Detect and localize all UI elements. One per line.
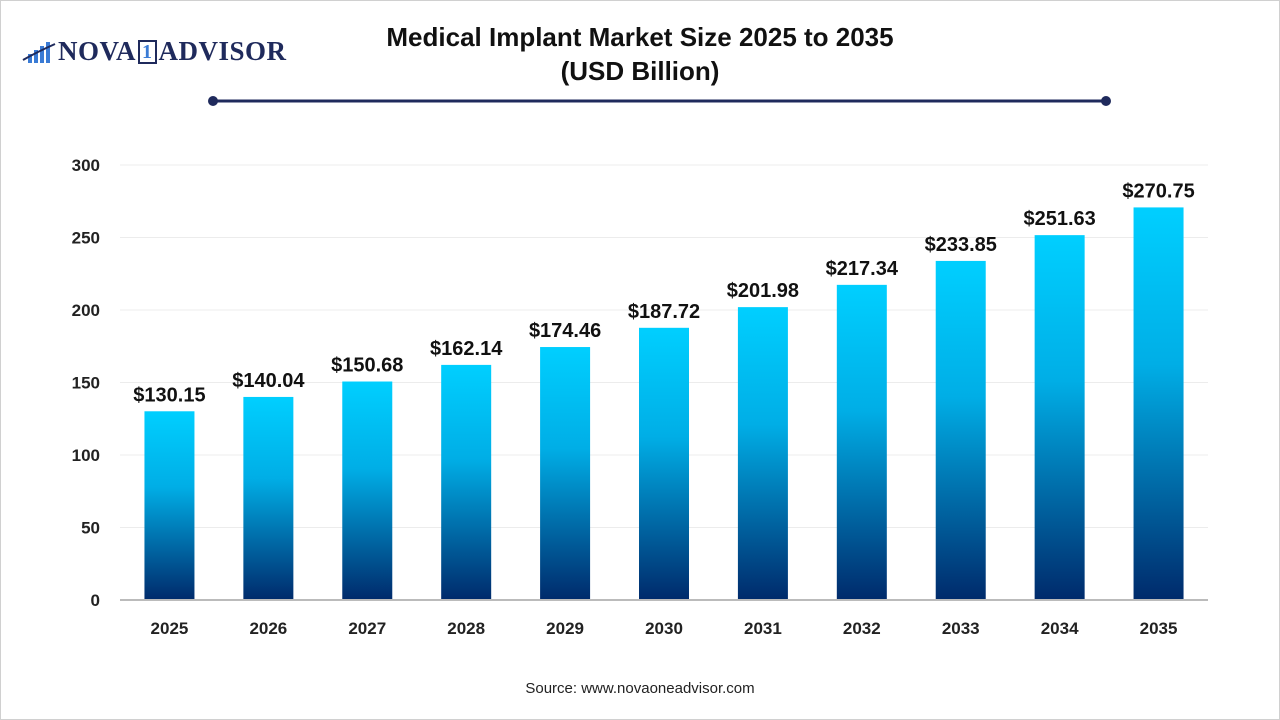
x-tick-label: 2035 <box>1140 619 1178 638</box>
y-tick-label: 250 <box>72 229 100 248</box>
bar-2027 <box>342 381 393 600</box>
logo: NOVA 1 ADVISOR <box>22 36 287 67</box>
x-tick-label: 2033 <box>942 619 980 638</box>
x-tick-label: 2026 <box>249 619 287 638</box>
data-label: $201.98 <box>727 280 799 302</box>
bar-2035 <box>1133 207 1184 600</box>
data-label: $130.15 <box>133 384 205 406</box>
y-tick-label: 200 <box>72 301 100 320</box>
data-label: $187.72 <box>628 301 700 323</box>
bar-2033 <box>935 260 986 600</box>
bar-2030 <box>639 327 689 600</box>
source-note: Source: www.novaoneadvisor.com <box>525 680 755 697</box>
bar-2026 <box>243 396 294 600</box>
data-label: $150.68 <box>331 355 403 377</box>
y-tick-label: 50 <box>81 519 100 538</box>
chart-title-block: Medical Implant Market Size 2025 to 2035… <box>340 20 940 88</box>
bar-2028 <box>441 364 492 600</box>
x-tick-label: 2027 <box>348 619 386 638</box>
data-label: $233.85 <box>925 234 997 256</box>
bar-2025 <box>144 411 195 600</box>
data-label: $217.34 <box>826 258 899 280</box>
y-tick-label: 300 <box>72 156 100 175</box>
data-label: $251.63 <box>1023 208 1095 230</box>
logo-text-nova: NOVA <box>58 36 137 66</box>
y-tick-label: 150 <box>72 374 100 393</box>
bar-2032 <box>836 284 887 600</box>
x-tick-label: 2030 <box>645 619 683 638</box>
logo-text-one: 1 <box>138 39 157 64</box>
x-tick-label: 2028 <box>447 619 485 638</box>
x-tick-label: 2034 <box>1041 619 1079 638</box>
bar-2029 <box>540 347 591 600</box>
data-label: $174.46 <box>529 320 601 342</box>
data-label: $140.04 <box>232 370 305 392</box>
x-tick-label: 2031 <box>744 619 782 638</box>
y-tick-label: 100 <box>72 446 100 465</box>
x-tick-label: 2025 <box>151 619 189 638</box>
bar-2034 <box>1034 235 1085 600</box>
chart-title: Medical Implant Market Size 2025 to 2035 <box>386 22 894 52</box>
logo-text-advisor: ADVISOR <box>158 36 287 66</box>
chart-subtitle: (USD Billion) <box>560 56 720 86</box>
bar-chart-logo-icon <box>22 41 56 63</box>
x-tick-label: 2029 <box>546 619 584 638</box>
y-tick-label: 0 <box>91 591 100 610</box>
x-tick-label: 2032 <box>843 619 881 638</box>
data-label: $270.75 <box>1122 180 1194 202</box>
title-divider-dot-left <box>208 96 218 106</box>
data-label: $162.14 <box>430 338 503 360</box>
bar-2031 <box>737 307 788 600</box>
title-divider-dot-right <box>1101 96 1111 106</box>
